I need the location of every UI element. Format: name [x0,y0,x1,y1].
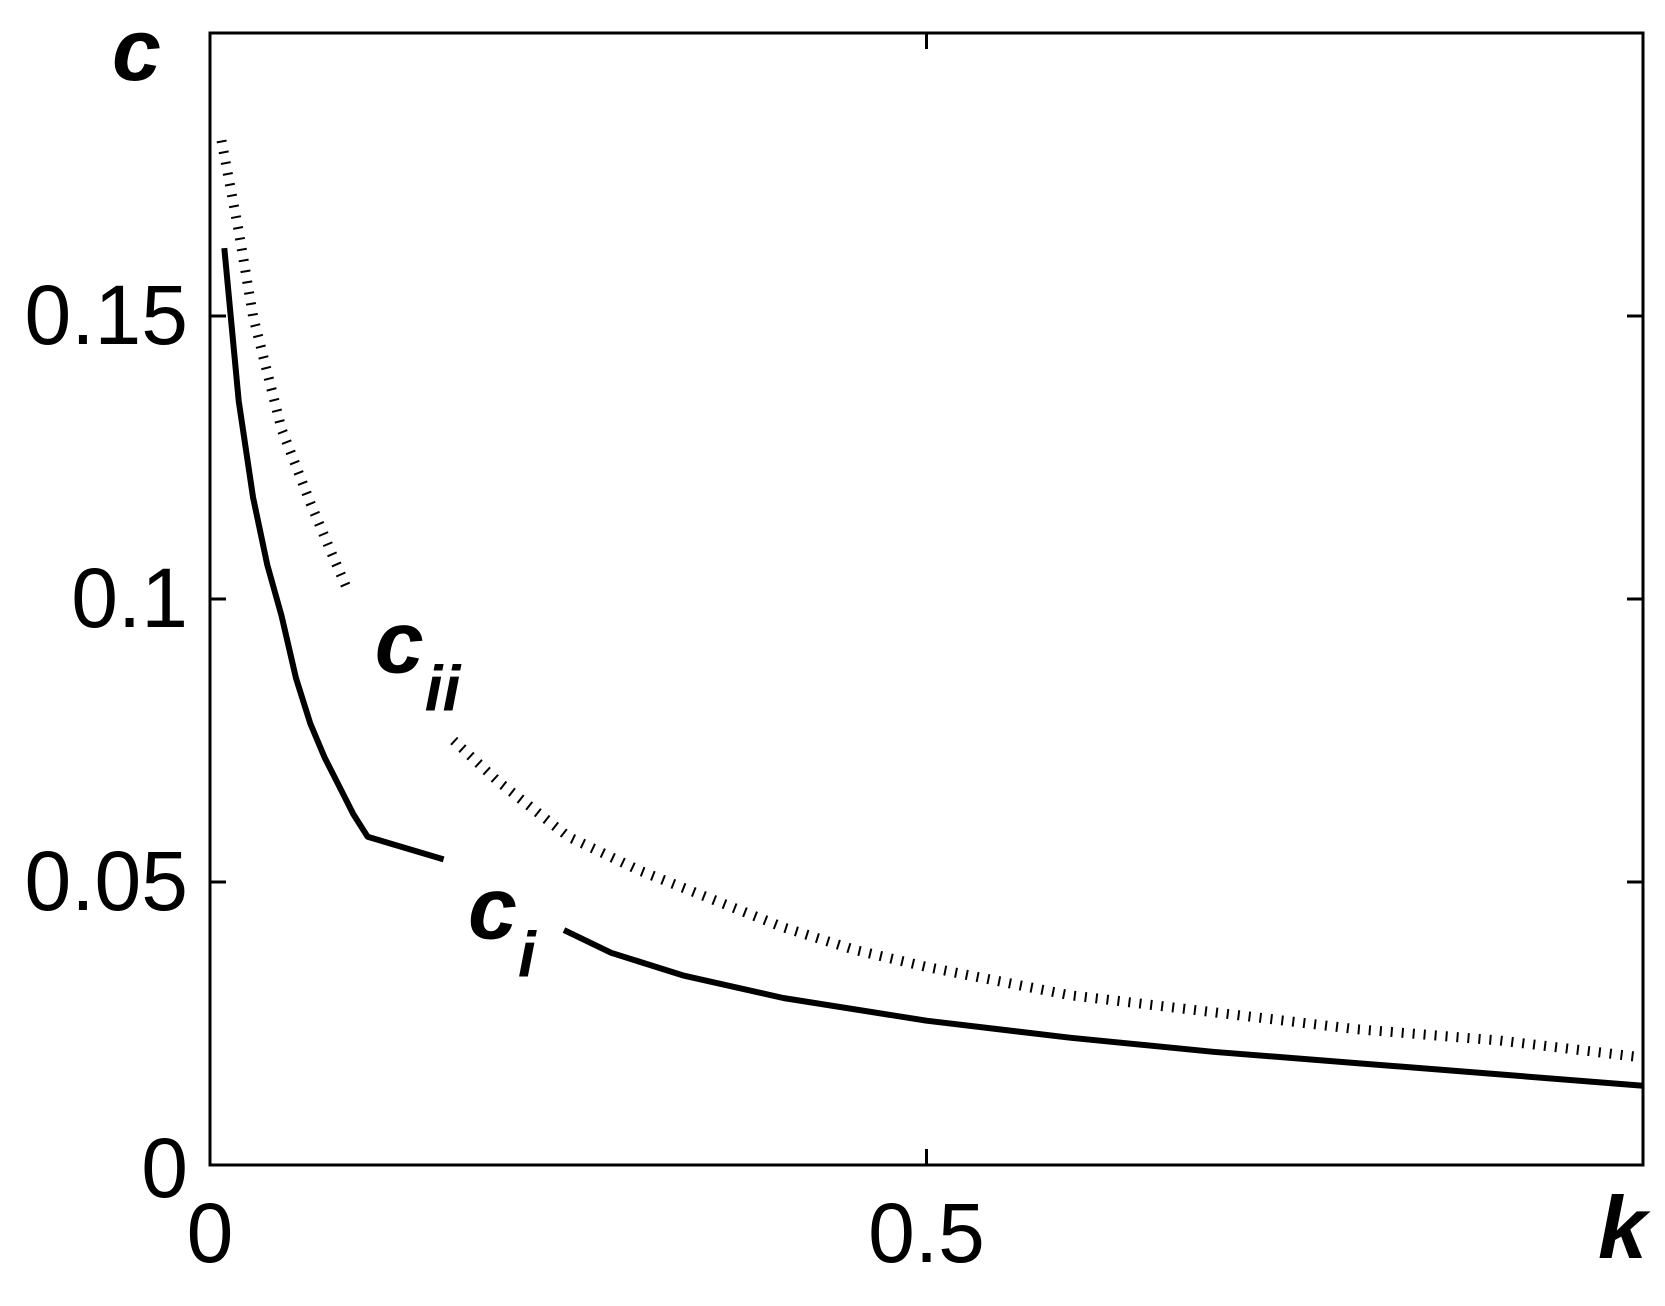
annotation-cii-subscript: ii [425,653,462,725]
y-tick-label: 0.15 [25,268,189,362]
x-tick-label: 0 [187,1186,234,1280]
annotations: c iic i [375,593,537,991]
annotation-cii: c ii [375,593,462,725]
y-tick-label: 0.05 [25,834,189,928]
x-axis-label: k [1598,1178,1651,1277]
ticks [208,33,1643,1167]
annotation-ci-text: c [468,859,517,958]
series-layer [216,139,1644,1089]
series-c-ii-line [216,139,354,596]
series-c-i-line [221,247,445,863]
y-tick-label: 0.1 [71,551,188,645]
y-axis-label: c [112,0,161,99]
tick-labels: 0 0.5 0 0.05 0.1 0.15 [25,268,985,1280]
plot-area [208,31,1645,1167]
x-tick-label: 0.5 [868,1186,985,1280]
series-c-i-line [562,927,1644,1089]
y-tick-label: 0 [141,1121,188,1215]
annotation-cii-text: c [375,593,424,692]
annotation-ci-subscript: i [518,919,537,991]
